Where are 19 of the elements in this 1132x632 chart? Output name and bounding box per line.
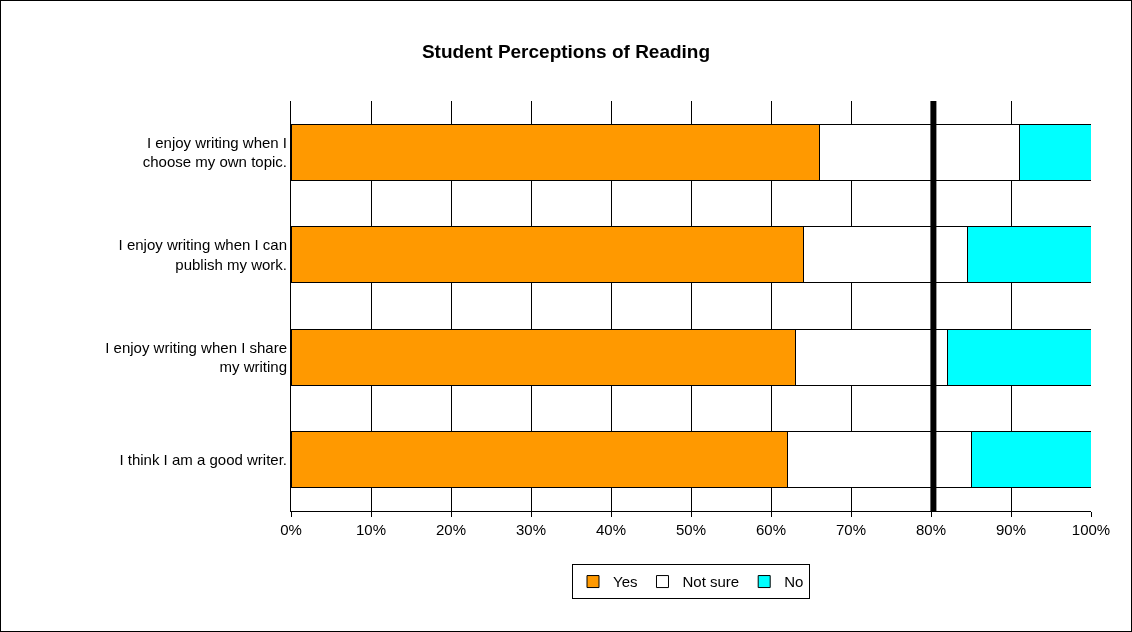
legend-label: Yes [613, 573, 638, 591]
x-tick-label: 70% [835, 521, 867, 538]
y-tick-label: I enjoy writing when I share my writing [105, 338, 287, 376]
x-tick-label: 100% [1071, 521, 1111, 538]
chart-title: Student Perceptions of Reading [421, 41, 711, 63]
x-tick-label: 10% [355, 521, 387, 538]
y-tick-label: I think I am a good writer. [119, 451, 287, 468]
y-tick-label: I enjoy writing when I choose my own topic. [142, 133, 287, 171]
x-tick-label: 80% [915, 521, 947, 538]
x-tick-label: 0% [280, 521, 302, 538]
x-tick-label: 20% [435, 521, 467, 538]
x-tick-label: 60% [755, 521, 787, 538]
x-tick-label: 90% [995, 521, 1027, 538]
x-tick-label: 40% [595, 521, 627, 538]
legend-label: No [784, 573, 804, 591]
legend-label: Not sure [682, 573, 740, 591]
y-tick-label: I enjoy writing when I can publish my work. [118, 236, 287, 273]
x-tick-label: 30% [515, 521, 547, 538]
x-tick-label: 50% [675, 521, 707, 538]
